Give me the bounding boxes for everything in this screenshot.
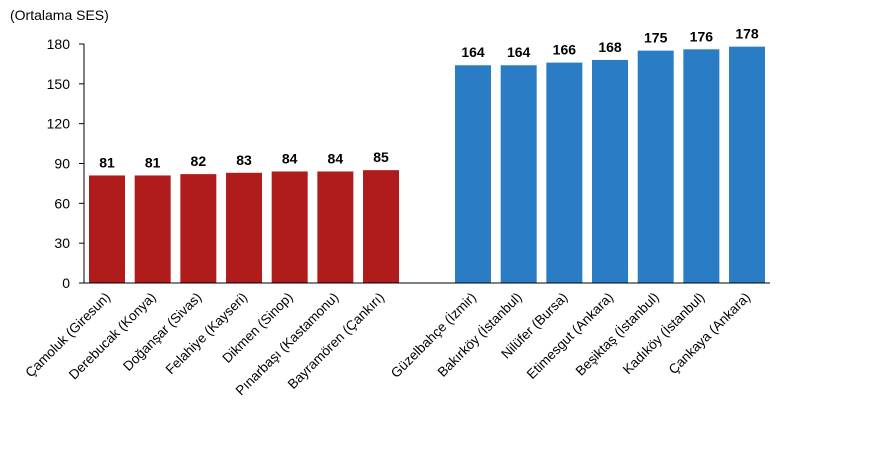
bar — [363, 170, 400, 283]
data-label: 84 — [282, 150, 298, 166]
y-tick-label: 0 — [62, 275, 70, 291]
bar — [546, 62, 583, 283]
category-label: Etimesgut (Ankara) — [524, 290, 616, 382]
bar — [637, 50, 674, 284]
category-label: Doğanşar (Sivas) — [120, 290, 204, 374]
bar — [500, 65, 537, 283]
data-label: 81 — [145, 154, 161, 170]
category-label: Felahiye (Kayseri) — [163, 290, 251, 378]
bars — [89, 46, 766, 284]
data-label: 84 — [328, 150, 344, 166]
category-label: Derebucak (Konya) — [66, 290, 159, 383]
category-label: Çamoluk (Giresun) — [22, 290, 113, 381]
y-axis-title: (Ortalama SES) — [10, 7, 109, 23]
category-labels: Çamoluk (Giresun)Derebucak (Konya)Doğanş… — [22, 290, 753, 399]
category-label: Beşiktaş (İstanbul) — [573, 290, 662, 379]
bar — [729, 46, 766, 284]
bar — [134, 175, 171, 283]
y-axis-ticks: 0 30 60 90 120 150 180 — [47, 36, 84, 291]
y-tick-label: 180 — [47, 36, 71, 52]
data-label: 166 — [553, 42, 577, 58]
category-label: Bakırköy (İstanbul) — [435, 290, 525, 380]
category-label: Çankaya (Ankara) — [666, 290, 754, 378]
category-label: Kadıköy (İstanbul) — [620, 290, 708, 378]
data-label: 168 — [598, 39, 622, 55]
data-label: 85 — [373, 149, 389, 165]
data-label: 176 — [690, 28, 714, 44]
bar — [592, 59, 629, 283]
data-label: 81 — [99, 154, 115, 170]
data-label: 175 — [644, 30, 668, 46]
y-tick-label: 90 — [54, 156, 70, 172]
bar — [317, 171, 354, 283]
y-tick-label: 150 — [47, 76, 71, 92]
bar — [271, 171, 308, 283]
y-tick-label: 120 — [47, 116, 71, 132]
y-tick-label: 30 — [54, 235, 70, 251]
data-label: 178 — [735, 26, 759, 42]
data-label: 164 — [461, 44, 485, 60]
data-labels: 81 81 82 83 84 84 85 164 164 166 168 175 176 178 — [99, 26, 759, 171]
data-label: 82 — [191, 153, 207, 169]
bar — [455, 65, 491, 283]
category-label: Güzelbahçe (İzmir) — [388, 290, 479, 381]
data-label: 83 — [236, 152, 252, 168]
bar — [226, 172, 263, 283]
data-label: 164 — [507, 44, 531, 60]
bar — [89, 175, 125, 283]
y-tick-label: 60 — [54, 195, 70, 211]
bar — [683, 49, 720, 283]
bar — [180, 174, 217, 283]
